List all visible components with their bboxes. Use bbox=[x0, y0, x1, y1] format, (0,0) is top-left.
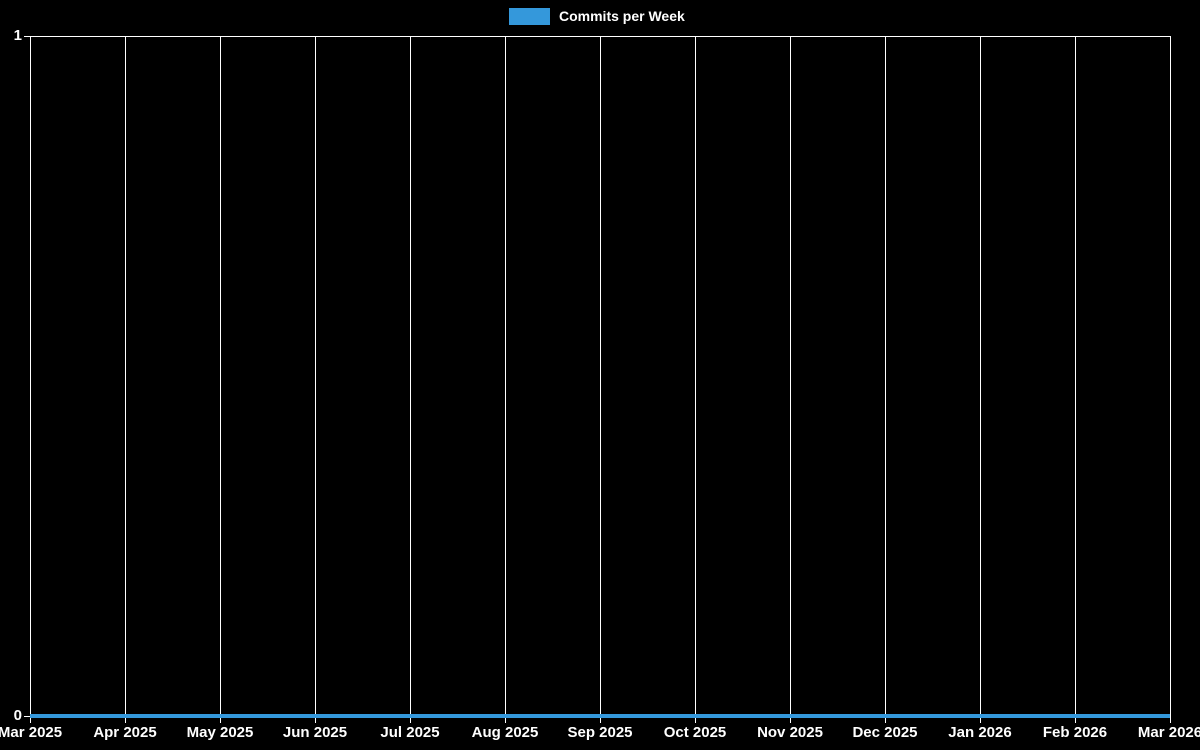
x-tick-mark-jan-2026 bbox=[980, 717, 981, 723]
x-tick-mark-mar-2026 bbox=[1170, 717, 1171, 723]
x-tick-label-apr-2025: Apr 2025 bbox=[93, 724, 157, 741]
series-segment bbox=[600, 714, 695, 718]
x-tick-mark-nov-2025 bbox=[790, 717, 791, 723]
gridline-jul-2025 bbox=[410, 36, 411, 717]
x-tick-label-jan-2026: Jan 2026 bbox=[948, 724, 1012, 741]
series-segment bbox=[980, 714, 1075, 718]
gridline-jun-2025 bbox=[315, 36, 316, 717]
x-tick-mark-feb-2026 bbox=[1075, 717, 1076, 723]
gridline-apr-2025 bbox=[125, 36, 126, 717]
x-tick-mark-mar-2025 bbox=[30, 717, 31, 723]
series-segment bbox=[790, 714, 885, 718]
x-tick-label-mar-2026: Mar 2026 bbox=[1137, 724, 1200, 741]
x-tick-label-jun-2025: Jun 2025 bbox=[282, 724, 348, 741]
gridline-jan-2026 bbox=[980, 36, 981, 717]
y-tick-label-0: 0 bbox=[13, 707, 22, 724]
y-tick-mark-0 bbox=[24, 716, 30, 717]
gridline-feb-2026 bbox=[1075, 36, 1076, 717]
y-tick-label-1: 1 bbox=[13, 27, 22, 44]
gridline-may-2025 bbox=[220, 36, 221, 717]
series-segment bbox=[695, 714, 790, 718]
series-segment bbox=[1075, 714, 1170, 718]
x-tick-label-feb-2026: Feb 2026 bbox=[1042, 724, 1108, 741]
x-tick-mark-aug-2025 bbox=[505, 717, 506, 723]
gridline-nov-2025 bbox=[790, 36, 791, 717]
x-tick-mark-jun-2025 bbox=[315, 717, 316, 723]
x-tick-label-mar-2025: Mar 2025 bbox=[0, 724, 63, 741]
gridline-oct-2025 bbox=[695, 36, 696, 717]
x-tick-mark-oct-2025 bbox=[695, 717, 696, 723]
x-tick-label-aug-2025: Aug 2025 bbox=[471, 724, 539, 741]
x-tick-label-jul-2025: Jul 2025 bbox=[380, 724, 440, 741]
x-tick-mark-may-2025 bbox=[220, 717, 221, 723]
y-tick-mark-1 bbox=[24, 36, 30, 37]
x-tick-label-oct-2025: Oct 2025 bbox=[663, 724, 727, 741]
x-tick-label-nov-2025: Nov 2025 bbox=[757, 724, 823, 741]
y-axis-line bbox=[30, 36, 31, 717]
series-segment bbox=[315, 714, 410, 718]
x-tick-mark-sep-2025 bbox=[600, 717, 601, 723]
series-segment bbox=[505, 714, 600, 718]
legend-swatch-commits bbox=[509, 7, 550, 25]
gridline-aug-2025 bbox=[505, 36, 506, 717]
x-tick-mark-dec-2025 bbox=[885, 717, 886, 723]
x-tick-label-sep-2025: Sep 2025 bbox=[567, 724, 633, 741]
series-segment bbox=[410, 714, 505, 718]
gridline-sep-2025 bbox=[600, 36, 601, 717]
x-tick-mark-apr-2025 bbox=[125, 717, 126, 723]
chart-legend: Commits per Week bbox=[509, 6, 685, 26]
x-tick-mark-jul-2025 bbox=[410, 717, 411, 723]
gridline-mar-2026 bbox=[1170, 36, 1171, 717]
x-tick-label-dec-2025: Dec 2025 bbox=[852, 724, 918, 741]
gridline-dec-2025 bbox=[885, 36, 886, 717]
legend-label-commits: Commits per Week bbox=[559, 7, 685, 24]
series-segment bbox=[125, 714, 220, 718]
series-segment bbox=[885, 714, 980, 718]
series-segment bbox=[30, 714, 125, 718]
x-tick-label-may-2025: May 2025 bbox=[186, 724, 254, 741]
series-segment bbox=[220, 714, 315, 718]
